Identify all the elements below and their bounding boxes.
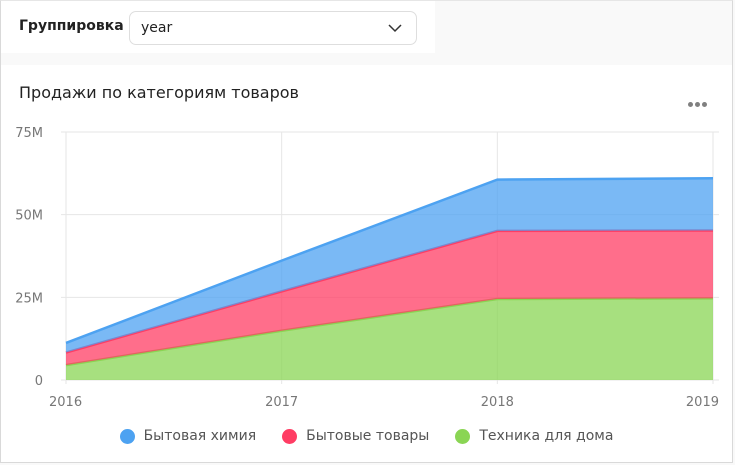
grouping-select-value: year [141,20,173,36]
x-tick-label: 2018 [481,395,514,410]
chart-title: Продажи по категориям товаров [19,83,299,102]
y-tick-label: 0 [35,374,43,389]
more-horizontal-icon[interactable] [688,92,709,111]
grouping-select[interactable]: year [129,11,417,45]
chevron-down-icon [388,24,402,33]
area-Бытовые товары [66,230,713,366]
legend-dot-icon [119,428,135,444]
legend-label: Бытовые товары [306,428,430,444]
legend-dot-icon [282,428,298,444]
area-Бытовая химия [66,178,713,353]
chart-legend: Бытовая химия Бытовые товары Техника для д… [1,428,732,444]
area-Техника для дома [66,298,713,380]
legend-dot-icon [455,428,471,444]
grouping-label: Группировка [19,18,124,34]
chart-card: Продажи по категориям товаров 0 25M 50M 75M… [1,65,732,462]
legend-item[interactable]: Техника для дома [455,428,613,444]
legend-label: Техника для дома [479,428,614,444]
legend-item[interactable]: Бытовые товары [282,428,429,444]
line-Бытовая химия [65,177,714,345]
x-tick-label: 2019 [686,395,719,410]
legend-item[interactable]: Бытовая химия [119,428,257,444]
x-tick-label: 2017 [265,395,298,410]
legend-label: Бытовая химия [143,428,257,444]
stacked-area-chart: 0 25M 50M 75M 2016 2017 2018 2019 [15,126,719,410]
x-tick-label: 2016 [49,395,82,410]
y-tick-label: 75M [15,126,43,141]
y-tick-label: 25M [15,291,43,306]
grouping-filter: Группировка year [1,1,435,53]
y-tick-label: 50M [15,209,43,224]
